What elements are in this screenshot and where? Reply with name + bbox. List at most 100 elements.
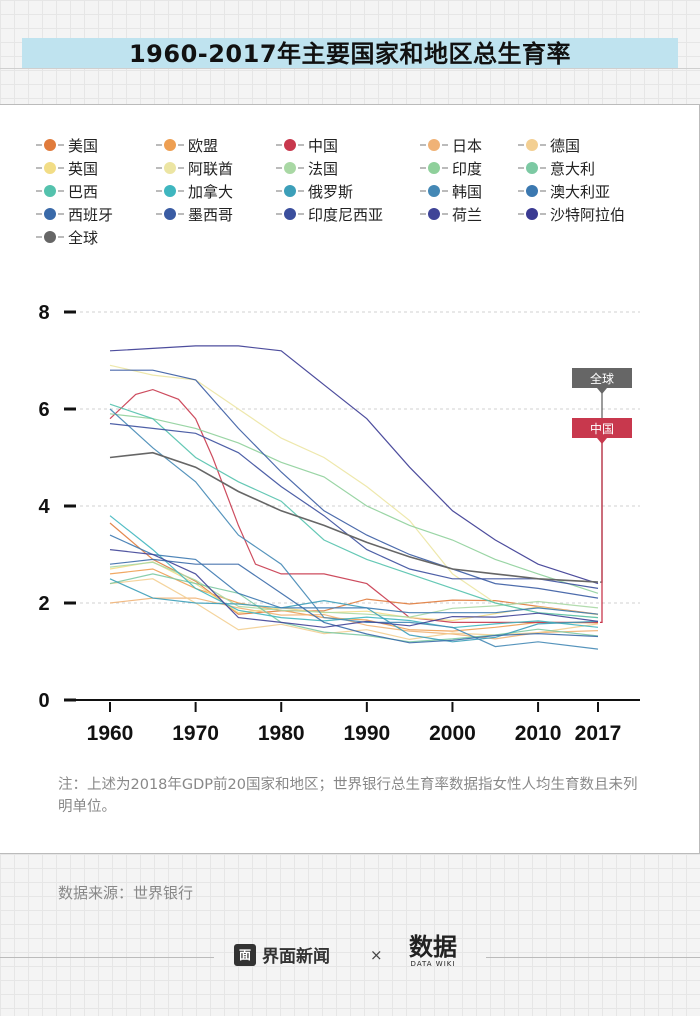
legend-item: 阿联酋 [156, 157, 233, 179]
x-tick-label: 1970 [172, 722, 219, 745]
legend-swatch [156, 208, 184, 220]
legend-item: 沙特阿拉伯 [518, 203, 625, 225]
legend-swatch [156, 185, 184, 197]
series-line [110, 369, 599, 599]
legend-label: 德国 [550, 136, 581, 155]
annotation-pointer [597, 438, 607, 444]
legend-label: 法国 [308, 159, 339, 178]
series-line [109, 413, 599, 594]
annotation-label: 全球 [590, 371, 614, 386]
legend-swatch [518, 208, 546, 220]
footer-rule-right [486, 957, 700, 958]
legend-item: 印度 [420, 157, 482, 179]
legend-swatch [276, 139, 304, 151]
legend-item: 荷兰 [420, 203, 482, 225]
legend-item: 欧盟 [156, 134, 218, 156]
datawiki-logo-cn: 数据 [409, 932, 457, 961]
legend-item: 德国 [518, 134, 580, 156]
x-tick-label: 1980 [258, 722, 305, 745]
x-tick-label: 2017 [575, 722, 622, 745]
legend-swatch [420, 185, 448, 197]
legend-swatch [36, 162, 64, 174]
legend: 美国 欧盟 中国 日本 德国英国 阿联酋 法国 印度 意大利巴西 加拿大 俄罗斯 韩国 澳大利亚西班牙 墨… [36, 134, 676, 254]
legend-item: 澳大利亚 [518, 180, 610, 202]
legend-label: 阿联酋 [188, 159, 234, 178]
series-line [109, 364, 599, 619]
legend-item: 加拿大 [156, 180, 233, 202]
legend-label: 韩国 [452, 182, 483, 201]
annotation-box [572, 368, 632, 388]
y-tick-label: 0 [38, 690, 49, 712]
legend-swatch [36, 185, 64, 197]
legend-item: 印度尼西亚 [276, 203, 383, 225]
y-tick-label: 4 [38, 496, 50, 518]
legend-label: 荷兰 [452, 205, 483, 224]
legend-label: 印度 [452, 159, 483, 178]
y-tick-label: 2 [38, 593, 49, 615]
page-title: 1960-2017年主要国家和地区总生育率 [128, 40, 572, 68]
legend-swatch [518, 185, 546, 197]
series-line [109, 388, 598, 623]
series-line [109, 451, 599, 583]
legend-item: 美国 [36, 134, 98, 156]
legend-swatch [276, 208, 304, 220]
chart-note: 注：上述为2018年GDP前20国家和地区；世界银行总生育率数据指女性人均生育数… [58, 777, 638, 815]
series-line [109, 423, 599, 589]
annotation-box [572, 418, 632, 438]
x-tick-label: 2000 [429, 722, 476, 745]
legend-swatch [276, 162, 304, 174]
legend-label: 沙特阿拉伯 [550, 205, 626, 224]
legend-swatch [36, 208, 64, 220]
footer-separator: × [370, 946, 383, 964]
series-line [109, 345, 599, 585]
y-tick-label: 8 [38, 302, 49, 324]
datawiki-logo: 数据 DATA WIKI [400, 932, 466, 969]
legend-swatch [518, 139, 546, 151]
legend-item: 西班牙 [36, 203, 113, 225]
legend-label: 澳大利亚 [550, 182, 611, 201]
legend-item: 韩国 [420, 180, 482, 202]
legend-item: 日本 [420, 134, 482, 156]
series-line [109, 534, 599, 615]
legend-swatch [276, 185, 304, 197]
annotation-pointer [597, 388, 607, 394]
title-bar [22, 38, 678, 68]
legend-label: 西班牙 [68, 205, 114, 224]
footer-rule-left [0, 957, 214, 958]
legend-item: 俄罗斯 [276, 180, 353, 202]
legend-label: 意大利 [550, 159, 596, 178]
legend-swatch [420, 162, 448, 174]
series-line [109, 403, 599, 619]
annotation-leader [600, 442, 603, 624]
y-tick-label: 6 [38, 399, 49, 421]
legend-item: 巴西 [36, 180, 98, 202]
x-tick-label: 1960 [87, 722, 134, 745]
legend-label: 印度尼西亚 [308, 205, 384, 224]
series-line [109, 549, 599, 628]
legend-label: 美国 [68, 136, 99, 155]
chart-card [0, 104, 700, 854]
legend-swatch [420, 139, 448, 151]
legend-swatch [36, 139, 64, 151]
legend-label: 日本 [452, 136, 483, 155]
series-line [109, 408, 599, 650]
legend-swatch [36, 231, 64, 243]
legend-label: 巴西 [68, 182, 99, 201]
jiemian-logo: 面 界面新闻 [234, 942, 330, 967]
jiemian-logo-icon: 面 [234, 943, 256, 966]
legend-item: 意大利 [518, 157, 595, 179]
legend-swatch [156, 139, 184, 151]
legend-label: 加拿大 [188, 182, 234, 201]
series-line [109, 558, 599, 644]
legend-label: 墨西哥 [188, 205, 234, 224]
legend-item: 全球 [36, 226, 98, 248]
legend-item: 中国 [276, 134, 338, 156]
legend-label: 俄罗斯 [308, 182, 354, 201]
x-tick-label: 2010 [515, 722, 562, 745]
annotation-label: 中国 [590, 421, 614, 436]
series-line [109, 561, 599, 622]
legend-item: 英国 [36, 157, 98, 179]
legend-item: 法国 [276, 157, 338, 179]
legend-label: 英国 [68, 159, 99, 178]
